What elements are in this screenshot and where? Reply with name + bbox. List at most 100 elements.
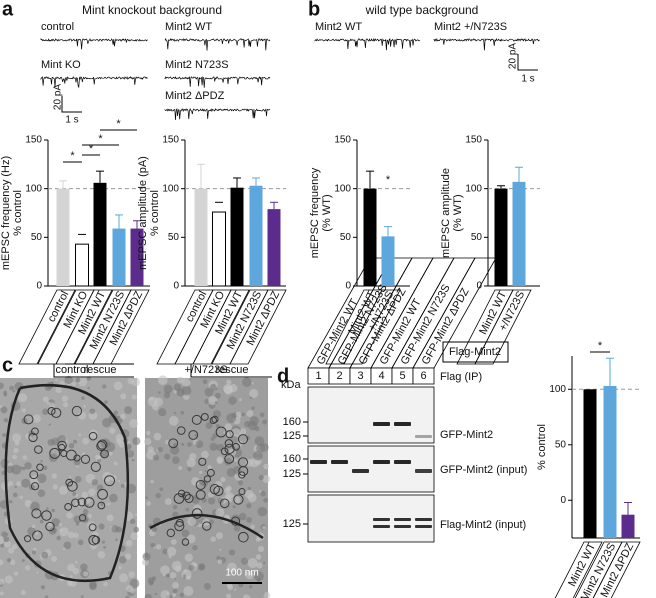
- band: [373, 518, 390, 521]
- em-texture: [162, 548, 169, 555]
- em-texture: [210, 436, 215, 441]
- em-texture: [157, 446, 163, 453]
- bar: [381, 236, 395, 286]
- em-texture: [55, 378, 58, 382]
- em-texture: [68, 475, 72, 478]
- em-texture: [129, 419, 138, 428]
- y-axis-label: mEPSC frequency (Hz): [0, 156, 12, 270]
- em-texture: [51, 527, 57, 533]
- em-texture: [164, 498, 172, 506]
- vesicle: [195, 479, 206, 490]
- trace: [40, 38, 148, 50]
- em-texture: [233, 524, 241, 532]
- em-texture: [86, 504, 89, 507]
- em-texture: [244, 489, 254, 499]
- em-texture: [87, 513, 93, 519]
- em-texture: [263, 591, 271, 598]
- blot-strip: [307, 494, 435, 543]
- em-texture: [223, 383, 233, 394]
- em-texture: [0, 535, 5, 545]
- em-texture: [41, 551, 49, 559]
- em-texture: [203, 582, 211, 590]
- y-tick-label: 150: [162, 135, 179, 146]
- bar: [56, 188, 70, 286]
- band: [373, 525, 390, 528]
- y-axis-label: mEPSC amplitude: [440, 168, 452, 258]
- em-texture: [178, 465, 183, 471]
- em-texture: [16, 481, 22, 487]
- em-texture: [232, 505, 236, 509]
- vesicle: [29, 470, 39, 480]
- em-texture: [242, 594, 251, 598]
- em-texture: [72, 567, 80, 575]
- label-box: [18, 289, 76, 365]
- em-texture: [179, 592, 185, 598]
- em-texture: [210, 536, 216, 542]
- em-texture: [83, 571, 89, 577]
- em-texture: [247, 486, 251, 491]
- vesicle: [65, 478, 74, 487]
- em-texture: [257, 506, 268, 517]
- em-texture: [109, 493, 118, 503]
- em-texture: [176, 388, 185, 397]
- em-texture: [108, 451, 113, 456]
- em-texture: [46, 401, 51, 405]
- bar: [267, 209, 281, 286]
- em-texture: [127, 377, 135, 385]
- bar: [621, 514, 635, 538]
- em-texture: [153, 546, 156, 549]
- em-texture: [255, 537, 260, 542]
- y-axis-label: mEPSC frequency: [309, 167, 321, 258]
- em-texture: [69, 575, 73, 579]
- scale-label: 1 s: [521, 74, 534, 85]
- em-texture: [207, 497, 216, 505]
- band: [352, 469, 369, 473]
- trace: [433, 37, 540, 51]
- em-texture: [75, 377, 81, 383]
- em-texture: [153, 432, 162, 441]
- em-texture: [181, 442, 185, 447]
- em-texture: [155, 544, 162, 550]
- vesicle: [202, 521, 212, 531]
- em-texture: [36, 571, 39, 574]
- em-texture: [120, 393, 127, 400]
- vesicle: [41, 510, 52, 521]
- em-texture: [199, 564, 205, 570]
- em-texture: [144, 437, 152, 446]
- em-texture: [234, 588, 237, 591]
- em-texture: [51, 437, 60, 446]
- lane-number: 3: [357, 370, 363, 382]
- trace: [164, 108, 271, 121]
- vesicle: [83, 497, 95, 508]
- trace: [164, 38, 271, 51]
- em-texture: [6, 465, 14, 474]
- em-texture: [259, 442, 269, 453]
- em-texture: [145, 496, 148, 500]
- vesicle: [232, 442, 240, 451]
- em-texture: [129, 578, 140, 589]
- membrane: [4, 383, 130, 583]
- em-texture: [10, 559, 16, 565]
- em-texture: [200, 450, 209, 459]
- blot-strip: [307, 386, 435, 444]
- band: [394, 422, 411, 426]
- em-texture: [55, 386, 62, 394]
- em-texture: [68, 442, 75, 449]
- em-texture: [58, 522, 62, 527]
- em-texture: [214, 401, 218, 405]
- em-texture: [238, 398, 242, 402]
- em-texture: [131, 458, 135, 462]
- y-tick-label: 100: [549, 384, 566, 395]
- em-texture: [231, 412, 237, 418]
- vesicle: [96, 441, 107, 452]
- em-texture: [163, 391, 171, 399]
- em-texture: [228, 396, 237, 405]
- vesicle: [238, 457, 249, 468]
- em-texture: [183, 574, 186, 578]
- y-axis-label: % control: [536, 424, 548, 470]
- em-texture: [239, 428, 247, 436]
- row-label: GFP-Mint2 (input): [440, 464, 527, 476]
- em-texture: [209, 442, 218, 451]
- em-texture: [74, 560, 78, 564]
- em-texture: [192, 544, 198, 551]
